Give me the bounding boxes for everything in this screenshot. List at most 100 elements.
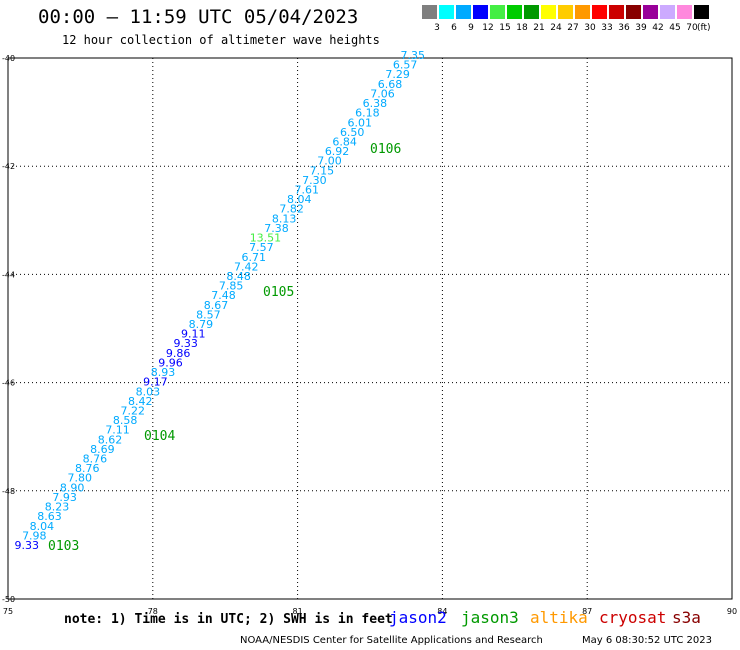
wave-height-value: 8.76 <box>75 462 100 475</box>
satellite-label-altika: altika <box>530 608 588 627</box>
legend-swatch <box>660 5 675 19</box>
legend-swatch <box>558 5 573 19</box>
credit-text: NOAA/NESDIS Center for Satellite Applica… <box>240 635 543 646</box>
legend-label: 15 <box>499 23 511 33</box>
legend-unit: (ft) <box>697 23 711 33</box>
time-label: 0103 <box>48 539 79 554</box>
wave-height-value: 6.01 <box>348 116 373 129</box>
wave-height-value: 8.67 <box>204 299 229 312</box>
legend-swatch <box>507 5 522 19</box>
y-tick-label: -46 <box>2 379 15 388</box>
satellite-label-s3a: s3a <box>672 608 701 627</box>
wave-height-value: 7.48 <box>211 289 236 302</box>
wave-height-value: 7.06 <box>370 87 395 100</box>
wave-height-value: 6.84 <box>332 135 357 148</box>
footer-note: note: 1) Time is in UTC; 2) SWH is in fe… <box>64 612 393 627</box>
legend-label: 6 <box>451 23 457 33</box>
wave-height-value: 8.57 <box>196 308 221 321</box>
legend-label: 27 <box>567 23 579 33</box>
wave-height-value: 7.61 <box>295 184 320 197</box>
wave-height-value: 7.30 <box>302 174 327 187</box>
y-tick-label: -42 <box>2 162 15 171</box>
wave-height-value: 6.18 <box>355 107 380 120</box>
wave-height-value: 7.29 <box>385 68 410 81</box>
x-tick-label: 84 <box>437 607 447 616</box>
wave-height-value: 7.38 <box>264 222 289 235</box>
legend-label: 39 <box>635 23 647 33</box>
legend-swatch <box>575 5 590 19</box>
satellite-label-jason3: jason3 <box>461 608 519 627</box>
wave-height-value: 7.57 <box>249 241 274 254</box>
wave-height-value: 7.93 <box>52 491 77 504</box>
plot-frame <box>7 57 733 600</box>
wave-height-value: 8.62 <box>98 433 123 446</box>
wave-height-value: 7.85 <box>219 280 244 293</box>
legend-swatch <box>422 5 437 19</box>
wave-height-value: 6.38 <box>363 97 388 110</box>
wave-height-value: 13.51 <box>250 232 282 245</box>
legend-label: 45 <box>669 23 681 33</box>
page-title: 00:00 – 11:59 UTC 05/04/2023 <box>38 6 359 28</box>
legend-label: 30 <box>584 23 596 33</box>
wave-height-value: 8.48 <box>226 270 251 283</box>
wave-height-value: 8.58 <box>113 414 138 427</box>
x-tick-label: 87 <box>582 607 592 616</box>
x-tick-label: 75 <box>3 607 13 616</box>
wave-height-value: 7.35 <box>401 49 426 62</box>
satellite-label-cryosat: cryosat <box>599 608 667 627</box>
wave-height-value: 7.82 <box>279 203 304 216</box>
wave-height-value: 9.33 <box>173 337 198 350</box>
wave-height-value: 8.04 <box>287 193 312 206</box>
legend-label: 9 <box>468 23 474 33</box>
legend-swatch <box>643 5 658 19</box>
wave-height-value: 7.80 <box>67 472 92 485</box>
legend-swatch <box>473 5 488 19</box>
wave-height-value: 8.42 <box>128 395 153 408</box>
wave-height-value: 6.68 <box>378 78 403 91</box>
wave-height-value: 8.76 <box>83 453 108 466</box>
wave-height-value: 9.11 <box>181 328 206 341</box>
wave-height-value: 7.42 <box>234 260 259 273</box>
wave-height-value: 8.63 <box>37 510 62 523</box>
legend-label: 21 <box>533 23 545 33</box>
wave-height-value: 6.57 <box>393 59 418 72</box>
legend-label: 18 <box>516 23 528 33</box>
wave-height-value: 8.79 <box>189 318 214 331</box>
page-subtitle: 12 hour collection of altimeter wave hei… <box>62 33 380 47</box>
legend-label: 36 <box>618 23 630 33</box>
legend-label: 42 <box>652 23 664 33</box>
wave-height-value: 9.17 <box>143 376 168 389</box>
wave-height-value: 8.90 <box>60 481 85 494</box>
satellite-label-jason2: jason2 <box>389 608 447 627</box>
legend-label: 24 <box>550 23 562 33</box>
legend-swatch <box>524 5 539 19</box>
legend-swatch <box>541 5 556 19</box>
wave-height-value: 8.13 <box>272 212 297 225</box>
wave-height-value: 6.50 <box>340 126 365 139</box>
wave-height-value: 9.86 <box>166 347 191 360</box>
wave-height-value: 9.96 <box>158 356 183 369</box>
legend-swatch <box>694 5 709 19</box>
wave-height-value: 8.69 <box>90 443 115 456</box>
x-tick-label: 78 <box>148 607 158 616</box>
legend-swatch <box>626 5 641 19</box>
legend-swatch <box>609 5 624 19</box>
legend-label: 12 <box>482 23 494 33</box>
time-label: 0106 <box>370 142 401 157</box>
wave-height-value: 8.23 <box>45 501 70 514</box>
legend-label: 33 <box>601 23 613 33</box>
wave-height-value: 8.04 <box>30 520 55 533</box>
x-tick-label: 81 <box>293 607 303 616</box>
wave-height-value: 7.98 <box>22 529 47 542</box>
time-label: 0104 <box>144 429 175 444</box>
legend-swatch <box>439 5 454 19</box>
legend-label: 3 <box>434 23 440 33</box>
legend-swatch <box>592 5 607 19</box>
wave-height-value: 8.03 <box>136 385 161 398</box>
wave-height-value: 6.92 <box>325 145 350 158</box>
x-tick-label: 90 <box>727 607 737 616</box>
legend-swatch <box>456 5 471 19</box>
wave-height-value: 7.00 <box>317 155 342 168</box>
y-tick-label: -44 <box>2 270 15 279</box>
